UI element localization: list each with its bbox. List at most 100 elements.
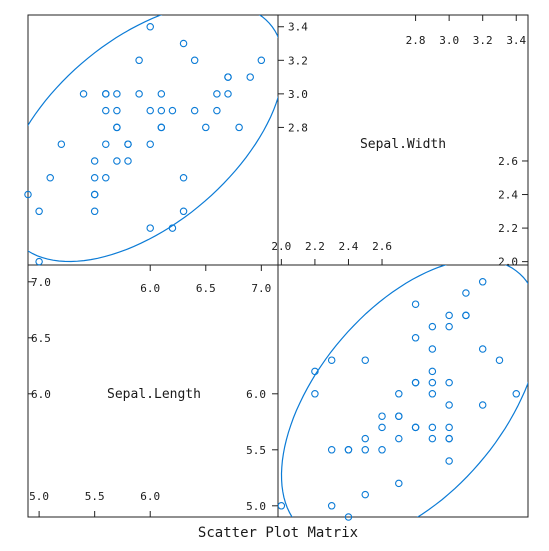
tick-label: 2.8 <box>288 121 308 134</box>
scatter-point-bottom-right <box>361 490 369 499</box>
scatter-point-top-left <box>90 174 99 182</box>
scatter-point-bottom-right <box>344 446 353 454</box>
scatter-point-bottom-right <box>428 390 437 398</box>
scatter-point-bottom-right <box>344 513 353 521</box>
scatter-point-bottom-right <box>327 502 336 510</box>
scatter-point-bottom-right <box>311 367 319 376</box>
scatter-point-top-left <box>35 257 43 266</box>
diag-label-sepal-length: Sepal.Length <box>107 387 201 402</box>
scatter-point-top-left <box>257 56 266 65</box>
scatter-point-top-left <box>157 90 166 98</box>
scatter-point-bottom-right <box>445 401 453 409</box>
scatter-point-bottom-right <box>445 423 453 432</box>
scatter-point-top-left <box>190 56 199 65</box>
scatter-point-top-left <box>168 224 177 232</box>
scatter-point-bottom-right <box>395 390 403 398</box>
scatter-point-bottom-right <box>361 434 369 443</box>
scatter-point-top-left <box>113 157 121 165</box>
scatter-point-bottom-right <box>395 434 403 443</box>
scatter-point-bottom-right <box>378 412 386 420</box>
tick-label: 6.5 <box>196 282 216 295</box>
scatter-point-top-left <box>146 106 154 115</box>
scatter-point-bottom-right <box>428 345 437 353</box>
tick-label: 2.2 <box>305 240 325 253</box>
scatter-point-top-left <box>146 140 154 148</box>
tick-label: 6.0 <box>140 282 160 295</box>
scatter-point-bottom-right <box>428 434 437 443</box>
scatter-point-top-left <box>102 106 110 115</box>
scatter-point-top-left <box>102 140 110 148</box>
scatter-point-bottom-right <box>428 367 437 376</box>
tick-label: 5.0 <box>29 490 49 503</box>
scatter-point-top-left <box>179 207 188 216</box>
scatter-point-bottom-right <box>311 390 319 398</box>
scatter-point-top-left <box>246 73 254 81</box>
tick-label: 5.0 <box>246 500 266 513</box>
tick-label: 6.0 <box>31 388 51 401</box>
scatter-point-bottom-right <box>428 378 437 387</box>
tick-label: 2.0 <box>498 256 518 269</box>
scatter-point-bottom-right <box>478 345 487 353</box>
scatter-point-bottom-right <box>428 322 437 331</box>
scatter-point-bottom-right <box>411 334 420 342</box>
scatter-point-bottom-right <box>428 423 437 432</box>
scatter-point-top-left <box>57 140 66 148</box>
scatter-point-bottom-right <box>478 401 487 409</box>
scatter-point-bottom-right <box>445 378 453 387</box>
ellipse-top-left <box>28 15 278 263</box>
scatter-point-top-left <box>79 90 88 98</box>
tick-label: 2.2 <box>498 222 518 235</box>
point-layer <box>24 22 521 521</box>
scatter-point-top-left <box>124 140 132 148</box>
scatter-point-top-left <box>113 90 121 98</box>
scatter-point-bottom-right <box>378 423 386 432</box>
tick-label: 3.4 <box>506 34 526 47</box>
scatter-point-top-left <box>124 157 132 165</box>
tick-layer: 3.4 3.2 3.0 2.8 2.8 3.0 3.2 3.4 2.6 2.4 2.2 2.0 2.0 2… <box>28 15 528 517</box>
diag-label-sepal-width: Sepal.Width <box>360 137 446 152</box>
scatter-point-bottom-right <box>445 457 453 465</box>
tick-label: 3.4 <box>288 21 308 34</box>
tick-label: 2.6 <box>498 155 518 168</box>
scatter-point-top-left <box>102 174 110 182</box>
scatter-point-top-left <box>202 123 210 132</box>
scatter-point-top-left <box>213 90 221 98</box>
scatter-point-top-left <box>46 174 54 182</box>
tick-label: 3.2 <box>288 54 308 67</box>
scatter-point-top-left <box>102 90 110 98</box>
scatter-point-bottom-right <box>445 322 453 331</box>
tick-label: 3.2 <box>473 34 493 47</box>
tick-label: 2.4 <box>339 240 359 253</box>
scatter-point-top-left <box>213 106 221 115</box>
chart-title: Scatter Plot Matrix <box>198 525 358 541</box>
scatter-point-top-left <box>179 39 188 48</box>
scatter-point-top-left <box>135 56 143 65</box>
scatter-point-top-left <box>157 106 166 115</box>
tick-label: 2.4 <box>498 189 518 202</box>
scatter-point-top-left <box>90 207 99 216</box>
tick-label: 2.8 <box>406 34 426 47</box>
scatter-point-bottom-right <box>462 289 470 297</box>
tick-label: 7.0 <box>251 282 271 295</box>
scatter-point-top-left <box>90 190 99 199</box>
tick-label: 5.5 <box>246 444 266 457</box>
scatter-point-top-left <box>146 224 154 232</box>
scatter-point-top-left <box>190 106 199 115</box>
scatter-point-bottom-right <box>495 356 504 364</box>
scatter-point-top-left <box>35 207 43 216</box>
scatter-point-bottom-right <box>395 412 403 420</box>
scatter-point-bottom-right <box>478 278 487 286</box>
scatter-point-bottom-right <box>277 502 286 510</box>
scatter-point-top-left <box>24 190 32 199</box>
scatter-point-top-left <box>113 123 121 132</box>
scatter-point-top-left <box>157 123 166 132</box>
scatter-point-top-left <box>90 157 99 165</box>
scatter-point-bottom-right <box>462 311 470 320</box>
scatter-point-top-left <box>168 106 177 115</box>
tick-label: 6.0 <box>246 388 266 401</box>
scatter-point-top-left <box>235 123 243 132</box>
tick-label: 2.0 <box>271 240 291 253</box>
ellipse-layer <box>28 15 528 517</box>
scatter-point-bottom-right <box>445 434 453 443</box>
